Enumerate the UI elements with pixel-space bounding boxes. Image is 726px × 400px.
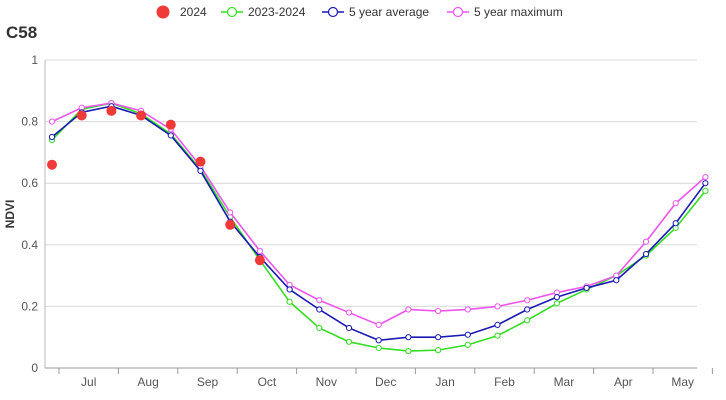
data-point	[494, 321, 501, 328]
x-tick-label: Jul	[81, 375, 96, 389]
data-point	[345, 324, 353, 332]
data-point	[702, 187, 709, 194]
data-point	[165, 119, 176, 130]
data-point	[494, 332, 501, 339]
x-tick-label: Jan	[435, 375, 454, 389]
data-point	[286, 298, 293, 305]
data-point	[76, 110, 87, 121]
data-point	[642, 238, 650, 245]
data-point	[435, 347, 442, 354]
y-axis-label: NDVI	[3, 200, 17, 229]
data-point	[672, 200, 679, 207]
data-point	[702, 173, 709, 181]
series-layer	[47, 100, 709, 355]
data-point	[197, 167, 204, 174]
x-tick-label: Apr	[614, 375, 633, 389]
data-point	[613, 277, 620, 284]
data-point	[48, 118, 56, 125]
chart-title: C58	[6, 23, 37, 42]
data-point	[136, 110, 147, 121]
data-point	[464, 331, 471, 338]
data-point	[642, 250, 650, 258]
data-point	[494, 303, 501, 310]
data-point	[286, 286, 293, 293]
series-5-year-average	[48, 103, 709, 344]
data-point	[375, 321, 382, 328]
data-point	[464, 306, 471, 313]
x-tick-label: Feb	[494, 375, 515, 389]
data-point	[48, 133, 56, 141]
data-point	[106, 105, 117, 116]
data-point	[375, 344, 382, 352]
data-point	[405, 347, 412, 355]
y-tick-label: 0	[31, 361, 38, 375]
data-point	[345, 309, 353, 316]
legend-label: 2023-2024	[248, 5, 306, 19]
data-point	[316, 306, 323, 313]
data-point	[524, 317, 531, 324]
y-tick-label: 0.2	[21, 299, 38, 313]
data-point	[375, 337, 382, 344]
legend-label: 5 year maximum	[474, 5, 563, 19]
series-2024	[47, 105, 265, 266]
x-tick-label: Oct	[258, 375, 277, 389]
legend-label: 5 year average	[349, 5, 429, 19]
x-axis: Jul Aug Sep Oct Nov Dec Jan Feb Mar Apr May	[58, 368, 713, 389]
data-point	[464, 341, 471, 348]
data-point	[256, 247, 263, 255]
data-point	[435, 307, 442, 315]
y-tick-label: 1	[31, 53, 38, 67]
legend[interactable]: 2024 2023-2024 5 year average 5 year maximu…	[156, 5, 563, 19]
data-point	[316, 324, 323, 332]
data-point	[524, 297, 531, 304]
data-point	[316, 297, 323, 304]
data-point	[524, 306, 531, 313]
legend-marker	[156, 5, 170, 19]
series-5-year-maximum	[48, 100, 709, 328]
data-point	[553, 300, 561, 307]
y-tick-label: 0.4	[21, 238, 38, 252]
data-point	[167, 132, 174, 139]
legend-item[interactable]: 2023-2024	[221, 5, 306, 19]
data-point	[702, 180, 709, 187]
y-tick-label: 0.8	[21, 115, 38, 129]
y-tick-labels: 0 0.2 0.4 0.6 0.8 1	[21, 53, 38, 375]
x-tick-label: May	[671, 375, 694, 389]
data-point	[553, 294, 561, 301]
series-line	[51, 105, 707, 342]
data-point	[47, 159, 57, 170]
series-line	[51, 102, 706, 326]
data-point	[405, 306, 412, 313]
data-point	[225, 219, 236, 230]
x-tick-label: Aug	[137, 375, 158, 389]
x-tick-label: Nov	[316, 375, 337, 389]
x-tick-label: Mar	[554, 375, 575, 389]
legend-item[interactable]: 5 year maximum	[447, 5, 563, 19]
data-point	[227, 209, 234, 216]
y-tick-label: 0.6	[21, 176, 38, 190]
data-point	[405, 334, 412, 341]
x-tick-label: Dec	[375, 375, 396, 389]
data-point	[583, 284, 590, 292]
legend-item[interactable]: 2024	[156, 5, 208, 19]
legend-item[interactable]: 5 year average	[322, 5, 429, 19]
data-point	[345, 338, 353, 345]
x-tick-label: Sep	[197, 375, 219, 389]
series-2023-2024	[48, 100, 709, 355]
data-point	[672, 220, 679, 227]
legend-label: 2024	[180, 5, 207, 19]
data-point	[195, 156, 206, 167]
data-point	[254, 255, 265, 266]
y-gridlines	[44, 59, 697, 369]
data-point	[435, 334, 442, 341]
legend-marker	[226, 6, 238, 18]
legend-marker	[327, 6, 339, 18]
series-line	[51, 102, 707, 352]
legend-marker	[452, 6, 464, 18]
